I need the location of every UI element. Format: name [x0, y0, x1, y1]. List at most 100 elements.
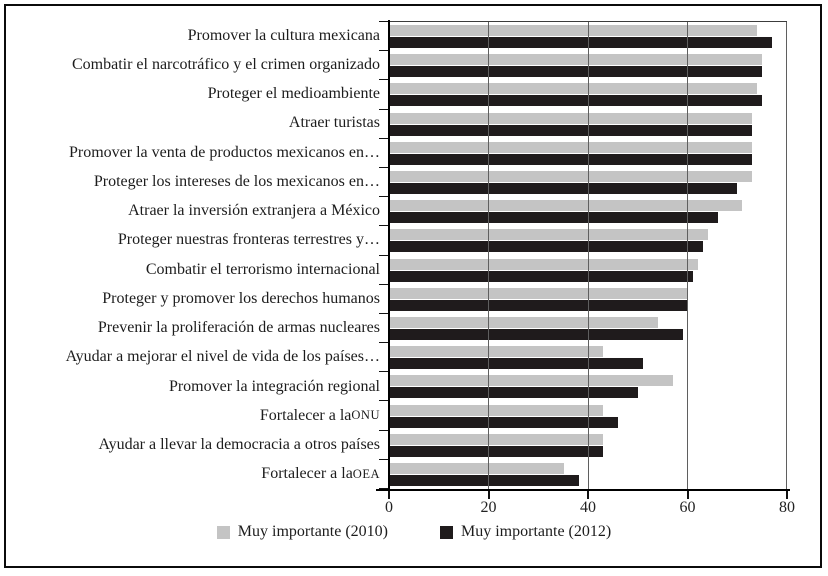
bar-muy-importante-2012: [390, 299, 688, 311]
bar-muy-importante-2012: [390, 416, 619, 428]
category-label: Promover la cultura mexicana: [187, 26, 380, 44]
legend: Muy importante (2010) Muy importante (201…: [0, 523, 828, 541]
bar-muy-importante-2012: [390, 445, 604, 457]
category-tick: [379, 196, 390, 198]
category-label: Prevenir la proliferación de armas nucle…: [97, 319, 380, 337]
category-tick: [379, 166, 390, 168]
category-tick: [379, 137, 390, 139]
gridline-60: [686, 22, 688, 489]
x-tick-80: [786, 491, 788, 499]
x-tick-label-40: 40: [580, 499, 596, 516]
bar-row-ayudar-a-llevar-la-democracia-a-otros-pa-ses: [390, 431, 787, 460]
category-label: Fortalecer a la OEA: [261, 465, 380, 483]
bar-muy-importante-2010: [390, 229, 708, 241]
bar-muy-importante-2012: [390, 270, 693, 282]
x-tick-label-0: 0: [385, 499, 393, 516]
bar-row-fortalecer-a-la-onu: [390, 401, 787, 430]
legend-label: Muy importante (2010): [237, 523, 388, 540]
bar-muy-importante-2010: [390, 141, 753, 153]
bar-row-atraer-turistas: [390, 110, 787, 139]
bar-row-fortalecer-a-la-oea: [390, 460, 787, 489]
x-axis-line: [376, 489, 790, 491]
bar-muy-importante-2010: [390, 375, 673, 387]
bar-muy-importante-2012: [390, 387, 639, 399]
category-label: Atraer turistas: [288, 114, 380, 132]
bar-muy-importante-2012: [390, 358, 644, 370]
x-tick-60: [686, 491, 689, 499]
x-tick-label-80: 80: [779, 499, 795, 516]
bars-area: [390, 22, 787, 489]
x-tick-label-60: 60: [679, 499, 696, 516]
plot-area: [379, 21, 787, 489]
bar-row-combatir-el-narcotr-fico-y-el-crimen-organizado: [390, 51, 787, 80]
category-label: Atraer la inversión extranjera a México: [128, 202, 380, 220]
legend-item-muy-importante-2010: Muy importante (2010): [216, 523, 388, 541]
bar-row-proteger-nuestras-fronteras-terrestres-y: [390, 226, 787, 255]
category-label: Combatir el narcotráfico y el crimen org…: [71, 55, 380, 73]
category-tick: [379, 429, 390, 431]
category-tick: [379, 225, 390, 227]
bar-muy-importante-2010: [390, 200, 743, 212]
bar-muy-importante-2010: [390, 404, 604, 416]
category-label: Proteger y promover los derechos humanos: [102, 289, 380, 307]
legend-label: Muy importante (2012): [461, 523, 612, 540]
bar-muy-importante-2012: [390, 95, 763, 107]
bar-muy-importante-2010: [390, 433, 604, 445]
category-tick: [379, 50, 390, 52]
x-tick-40: [587, 491, 589, 499]
bar-muy-importante-2010: [390, 462, 564, 474]
bar-row-proteger-los-intereses-de-los-mexicanos-en: [390, 168, 787, 197]
category-tick: [379, 371, 390, 373]
bar-muy-importante-2010: [390, 316, 658, 328]
category-label: Proteger los intereses de los mexicanos …: [93, 172, 380, 190]
category-tick: [379, 79, 390, 81]
bar-muy-importante-2010: [390, 83, 758, 95]
category-tick: [379, 312, 390, 314]
bar-row-ayudar-a-mejorar-el-nivel-de-vida-de-los-pa-ses: [390, 343, 787, 372]
category-label: Promover la venta de productos mexicanos…: [68, 143, 380, 161]
gridline-20: [488, 22, 490, 489]
bar-muy-importante-2010: [390, 258, 698, 270]
bar-row-atraer-la-inversi-n-extranjera-a-m-xico: [390, 197, 787, 226]
category-label: Ayudar a mejorar el nivel de vida de los…: [65, 348, 380, 366]
bar-muy-importante-2012: [390, 212, 718, 224]
bar-row-promover-la-venta-de-productos-mexicanos-en: [390, 139, 787, 168]
bar-row-prevenir-la-proliferaci-n-de-armas-nucleares: [390, 314, 787, 343]
bar-row-proteger-el-medioambiente: [390, 80, 787, 109]
category-tick: [379, 400, 390, 402]
legend-swatch: [216, 525, 230, 539]
category-tick: [379, 342, 390, 344]
category-tick: [379, 254, 390, 256]
legend-item-muy-importante-2012: Muy importante (2012): [440, 523, 611, 541]
x-axis-tick-labels: 0 20 40 60 80: [385, 499, 795, 519]
category-tick: [379, 488, 390, 489]
bar-muy-importante-2010: [390, 112, 753, 124]
category-tick: [379, 458, 390, 460]
bar-row-promover-la-integraci-n-regional: [390, 372, 787, 401]
bar-muy-importante-2010: [390, 171, 753, 183]
bar-muy-importante-2012: [390, 153, 753, 165]
acronym-text: OEA: [352, 466, 380, 481]
bar-muy-importante-2010: [390, 346, 604, 358]
category-label: Combatir el terrorismo internacional: [145, 260, 380, 278]
category-tick: [379, 283, 390, 285]
bar-muy-importante-2010: [390, 287, 688, 299]
bar-muy-importante-2012: [390, 124, 753, 136]
category-tick: [379, 21, 390, 22]
bar-muy-importante-2012: [390, 37, 773, 49]
bar-muy-importante-2012: [390, 241, 703, 253]
gridline-80: [786, 22, 787, 489]
category-label: Fortalecer a la ONU: [259, 406, 380, 424]
category-label: Proteger el medioambiente: [207, 85, 380, 103]
acronym-text: ONU: [351, 408, 380, 423]
bar-row-promover-la-cultura-mexicana: [390, 22, 787, 51]
category-tick: [379, 108, 390, 110]
bar-row-proteger-y-promover-los-derechos-humanos: [390, 285, 787, 314]
bar-muy-importante-2010: [390, 54, 763, 66]
legend-swatch: [440, 525, 453, 539]
gridline-40: [587, 22, 589, 489]
category-label: Proteger nuestras fronteras terrestres y…: [117, 231, 380, 249]
bar-row-combatir-el-terrorismo-internacional: [390, 256, 787, 285]
y-axis-line: [388, 20, 390, 491]
